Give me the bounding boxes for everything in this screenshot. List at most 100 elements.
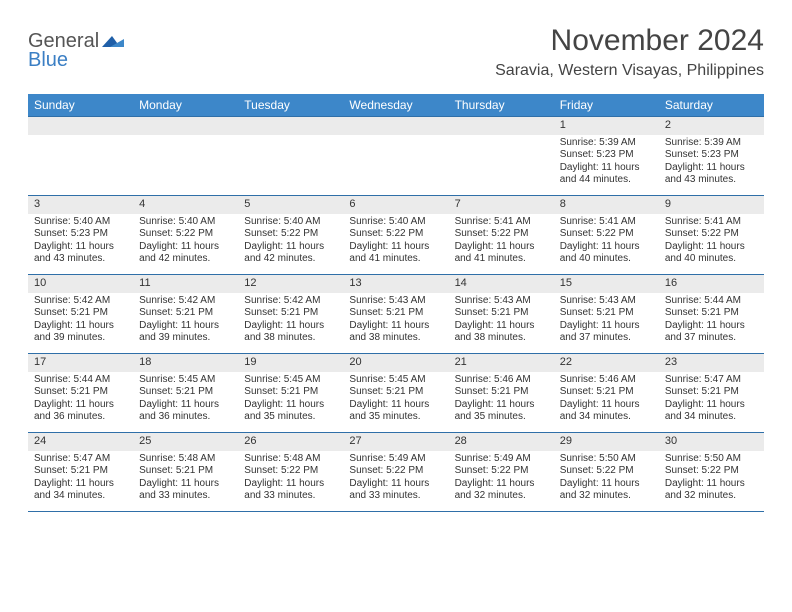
dow-header-cell: Sunday xyxy=(28,94,133,116)
daylight-line2: and 32 minutes. xyxy=(665,490,758,503)
sunset-text: Sunset: 5:22 PM xyxy=(349,228,442,241)
day-cell: 10Sunrise: 5:42 AMSunset: 5:21 PMDayligh… xyxy=(28,275,133,353)
daylight-line1: Daylight: 11 hours xyxy=(560,241,653,254)
daylight-line1: Daylight: 11 hours xyxy=(455,399,548,412)
sunset-text: Sunset: 5:21 PM xyxy=(349,386,442,399)
day-body: Sunrise: 5:45 AMSunset: 5:21 PMDaylight:… xyxy=(238,372,343,428)
day-cell: 30Sunrise: 5:50 AMSunset: 5:22 PMDayligh… xyxy=(659,433,764,511)
day-cell: 26Sunrise: 5:48 AMSunset: 5:22 PMDayligh… xyxy=(238,433,343,511)
sunrise-text: Sunrise: 5:45 AM xyxy=(349,374,442,387)
day-cell: 28Sunrise: 5:49 AMSunset: 5:22 PMDayligh… xyxy=(449,433,554,511)
daylight-line2: and 42 minutes. xyxy=(244,253,337,266)
day-cell: 15Sunrise: 5:43 AMSunset: 5:21 PMDayligh… xyxy=(554,275,659,353)
dow-header-cell: Wednesday xyxy=(343,94,448,116)
sunset-text: Sunset: 5:21 PM xyxy=(560,386,653,399)
day-body: Sunrise: 5:47 AMSunset: 5:21 PMDaylight:… xyxy=(28,451,133,507)
sunset-text: Sunset: 5:21 PM xyxy=(560,307,653,320)
day-number: 3 xyxy=(28,196,133,214)
day-body: Sunrise: 5:41 AMSunset: 5:22 PMDaylight:… xyxy=(659,214,764,270)
day-body: Sunrise: 5:42 AMSunset: 5:21 PMDaylight:… xyxy=(238,293,343,349)
sunrise-text: Sunrise: 5:41 AM xyxy=(665,216,758,229)
daylight-line2: and 38 minutes. xyxy=(244,332,337,345)
day-cell: 14Sunrise: 5:43 AMSunset: 5:21 PMDayligh… xyxy=(449,275,554,353)
sunset-text: Sunset: 5:21 PM xyxy=(665,386,758,399)
sunrise-text: Sunrise: 5:40 AM xyxy=(139,216,232,229)
daylight-line2: and 41 minutes. xyxy=(349,253,442,266)
daylight-line1: Daylight: 11 hours xyxy=(665,478,758,491)
sunrise-text: Sunrise: 5:46 AM xyxy=(455,374,548,387)
sunset-text: Sunset: 5:22 PM xyxy=(560,228,653,241)
sunrise-text: Sunrise: 5:39 AM xyxy=(665,137,758,150)
sunrise-text: Sunrise: 5:46 AM xyxy=(560,374,653,387)
day-number: 15 xyxy=(554,275,659,293)
sunset-text: Sunset: 5:22 PM xyxy=(665,228,758,241)
sunset-text: Sunset: 5:21 PM xyxy=(665,307,758,320)
day-number: 2 xyxy=(659,117,764,135)
day-body: Sunrise: 5:43 AMSunset: 5:21 PMDaylight:… xyxy=(449,293,554,349)
sunrise-text: Sunrise: 5:49 AM xyxy=(349,453,442,466)
sunset-text: Sunset: 5:21 PM xyxy=(34,307,127,320)
daylight-line2: and 38 minutes. xyxy=(349,332,442,345)
day-number xyxy=(133,117,238,135)
day-body xyxy=(449,135,554,141)
day-body: Sunrise: 5:49 AMSunset: 5:22 PMDaylight:… xyxy=(449,451,554,507)
sunset-text: Sunset: 5:23 PM xyxy=(665,149,758,162)
daylight-line1: Daylight: 11 hours xyxy=(560,399,653,412)
daylight-line1: Daylight: 11 hours xyxy=(34,320,127,333)
sunrise-text: Sunrise: 5:42 AM xyxy=(34,295,127,308)
daylight-line1: Daylight: 11 hours xyxy=(244,241,337,254)
day-body: Sunrise: 5:39 AMSunset: 5:23 PMDaylight:… xyxy=(554,135,659,191)
daylight-line1: Daylight: 11 hours xyxy=(665,399,758,412)
header-row: General Blue November 2024 Saravia, West… xyxy=(28,24,764,80)
sunset-text: Sunset: 5:21 PM xyxy=(455,386,548,399)
week-row: 1Sunrise: 5:39 AMSunset: 5:23 PMDaylight… xyxy=(28,116,764,195)
day-number: 21 xyxy=(449,354,554,372)
day-number: 14 xyxy=(449,275,554,293)
daylight-line2: and 37 minutes. xyxy=(665,332,758,345)
day-body: Sunrise: 5:50 AMSunset: 5:22 PMDaylight:… xyxy=(659,451,764,507)
day-body: Sunrise: 5:48 AMSunset: 5:21 PMDaylight:… xyxy=(133,451,238,507)
month-title: November 2024 xyxy=(495,24,764,58)
sunset-text: Sunset: 5:21 PM xyxy=(244,386,337,399)
day-number xyxy=(449,117,554,135)
sunrise-text: Sunrise: 5:41 AM xyxy=(560,216,653,229)
day-body: Sunrise: 5:43 AMSunset: 5:21 PMDaylight:… xyxy=(554,293,659,349)
dow-header-cell: Friday xyxy=(554,94,659,116)
day-body: Sunrise: 5:40 AMSunset: 5:22 PMDaylight:… xyxy=(133,214,238,270)
daylight-line1: Daylight: 11 hours xyxy=(455,478,548,491)
day-body: Sunrise: 5:40 AMSunset: 5:23 PMDaylight:… xyxy=(28,214,133,270)
daylight-line1: Daylight: 11 hours xyxy=(665,162,758,175)
day-number xyxy=(28,117,133,135)
day-cell: 8Sunrise: 5:41 AMSunset: 5:22 PMDaylight… xyxy=(554,196,659,274)
sunset-text: Sunset: 5:21 PM xyxy=(139,465,232,478)
day-cell: 18Sunrise: 5:45 AMSunset: 5:21 PMDayligh… xyxy=(133,354,238,432)
day-cell: 29Sunrise: 5:50 AMSunset: 5:22 PMDayligh… xyxy=(554,433,659,511)
daylight-line2: and 35 minutes. xyxy=(244,411,337,424)
day-number: 18 xyxy=(133,354,238,372)
daylight-line1: Daylight: 11 hours xyxy=(349,320,442,333)
day-cell: 4Sunrise: 5:40 AMSunset: 5:22 PMDaylight… xyxy=(133,196,238,274)
day-cell: 12Sunrise: 5:42 AMSunset: 5:21 PMDayligh… xyxy=(238,275,343,353)
day-number: 20 xyxy=(343,354,448,372)
daylight-line2: and 32 minutes. xyxy=(560,490,653,503)
daylight-line1: Daylight: 11 hours xyxy=(560,162,653,175)
day-number: 28 xyxy=(449,433,554,451)
daylight-line2: and 44 minutes. xyxy=(560,174,653,187)
sunrise-text: Sunrise: 5:47 AM xyxy=(665,374,758,387)
day-cell: 13Sunrise: 5:43 AMSunset: 5:21 PMDayligh… xyxy=(343,275,448,353)
sunrise-text: Sunrise: 5:49 AM xyxy=(455,453,548,466)
sunrise-text: Sunrise: 5:39 AM xyxy=(560,137,653,150)
dow-header-cell: Tuesday xyxy=(238,94,343,116)
day-body: Sunrise: 5:40 AMSunset: 5:22 PMDaylight:… xyxy=(238,214,343,270)
day-body: Sunrise: 5:41 AMSunset: 5:22 PMDaylight:… xyxy=(554,214,659,270)
page: General Blue November 2024 Saravia, West… xyxy=(0,0,792,512)
daylight-line2: and 35 minutes. xyxy=(349,411,442,424)
sunrise-text: Sunrise: 5:40 AM xyxy=(244,216,337,229)
daylight-line1: Daylight: 11 hours xyxy=(34,399,127,412)
sunset-text: Sunset: 5:22 PM xyxy=(455,228,548,241)
day-number: 25 xyxy=(133,433,238,451)
daylight-line2: and 32 minutes. xyxy=(455,490,548,503)
day-body: Sunrise: 5:43 AMSunset: 5:21 PMDaylight:… xyxy=(343,293,448,349)
week-row: 10Sunrise: 5:42 AMSunset: 5:21 PMDayligh… xyxy=(28,274,764,353)
daylight-line1: Daylight: 11 hours xyxy=(349,478,442,491)
